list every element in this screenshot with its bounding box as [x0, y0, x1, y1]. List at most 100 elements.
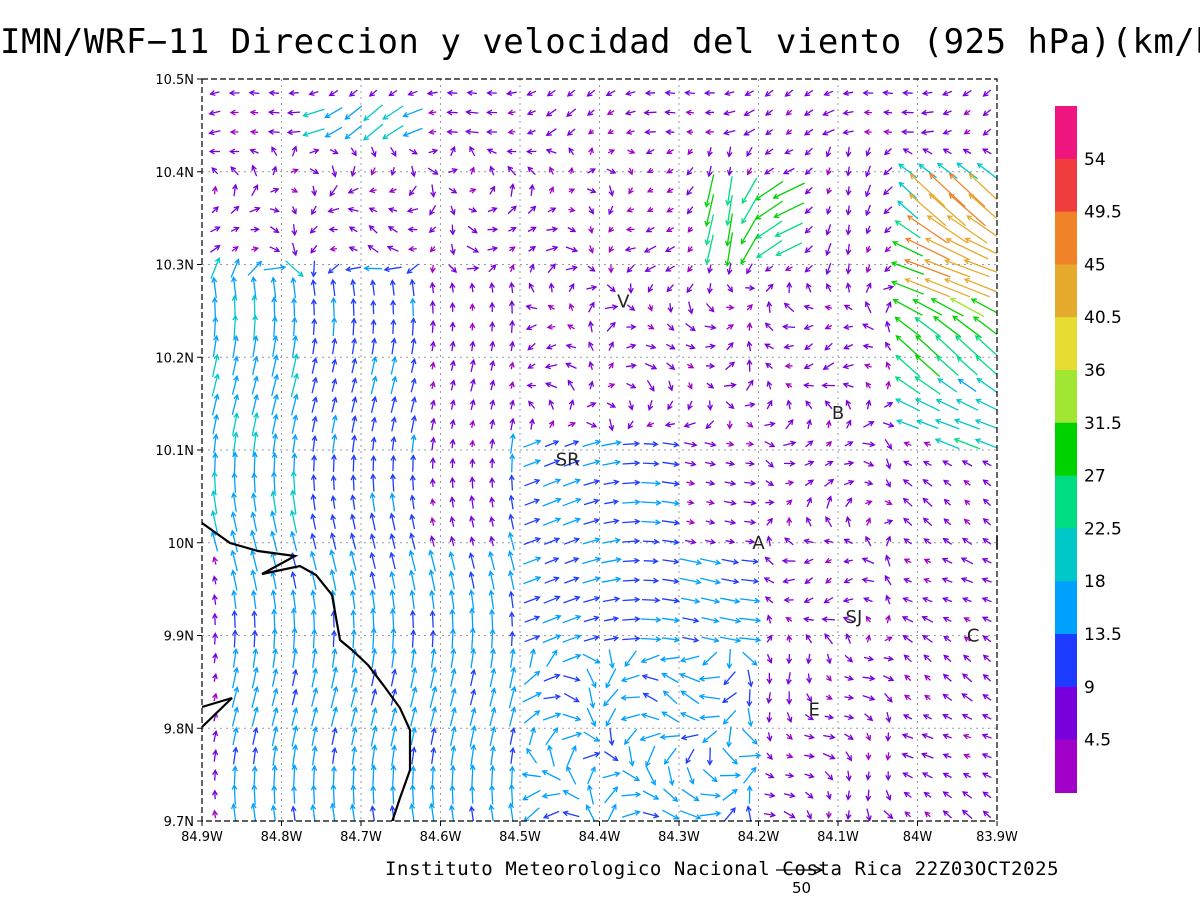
- wind-vector: [588, 206, 594, 215]
- wind-vector: [311, 725, 319, 746]
- wind-vector: [604, 304, 619, 311]
- wind-vector: [229, 129, 239, 135]
- wind-vector: [327, 263, 340, 274]
- wind-vector: [488, 570, 495, 590]
- wind-vector: [330, 685, 339, 709]
- wind-vector: [963, 636, 971, 642]
- wind-vector: [724, 382, 737, 389]
- wind-vector: [921, 90, 933, 97]
- wind-vector: [865, 789, 872, 802]
- wind-vector: [350, 494, 357, 510]
- wind-vector: [803, 558, 814, 564]
- wind-vector: [409, 494, 416, 510]
- wind-vector: [310, 260, 317, 278]
- wind-vector: [271, 354, 279, 377]
- wind-vector: [725, 176, 733, 207]
- wind-vector: [914, 398, 940, 412]
- wind-vector: [369, 551, 376, 569]
- wind-vector: [546, 89, 556, 97]
- wind-vector: [545, 245, 559, 252]
- wind-vector: [388, 89, 398, 97]
- wind-vector: [826, 674, 832, 682]
- wind-vector: [686, 206, 694, 215]
- wind-vector: [806, 810, 812, 820]
- wind-vector: [823, 90, 834, 96]
- wind-vector: [429, 380, 436, 389]
- wind-vector: [509, 765, 516, 785]
- x-tick-label: 84.7W: [340, 830, 382, 845]
- wind-vector: [746, 440, 755, 447]
- wind-vector: [391, 744, 398, 767]
- wind-vector: [370, 607, 377, 631]
- wind-vector: [251, 375, 259, 395]
- wind-vector: [982, 674, 992, 682]
- wind-vector: [292, 743, 299, 767]
- wind-vector: [934, 418, 960, 430]
- wind-vector: [643, 441, 659, 448]
- wind-vector: [845, 263, 852, 275]
- wind-vector: [566, 108, 577, 117]
- wind-vector: [622, 635, 641, 642]
- wind-vector: [845, 810, 852, 821]
- wind-vector: [311, 317, 318, 335]
- wind-vector: [922, 148, 933, 155]
- wind-vector: [542, 497, 562, 507]
- wind-vector: [627, 167, 634, 176]
- wind-vector: [390, 337, 397, 355]
- wind-vector: [409, 513, 416, 530]
- place-label: E: [808, 700, 819, 721]
- wind-vector: [647, 304, 654, 312]
- legend-color-box: [1055, 581, 1077, 635]
- wind-vector: [547, 263, 556, 274]
- wind-vector: [428, 802, 435, 821]
- wind-vector: [469, 515, 475, 528]
- wind-vector: [903, 460, 913, 467]
- wind-vector: [302, 108, 325, 118]
- wind-vector: [842, 90, 854, 97]
- wind-vector: [231, 706, 240, 727]
- wind-vector: [390, 706, 398, 726]
- wind-vector: [544, 382, 558, 389]
- wind-vector: [961, 537, 973, 546]
- legend-label: 45: [1084, 255, 1106, 275]
- wind-vector: [745, 805, 752, 821]
- wind-vector: [528, 183, 535, 196]
- wind-vector: [349, 549, 357, 571]
- wind-vector: [722, 709, 737, 725]
- wind-vector: [586, 89, 596, 97]
- wind-vector: [211, 393, 220, 416]
- wind-vector: [844, 714, 855, 721]
- wind-vector: [270, 589, 277, 610]
- wind-vector: [529, 418, 535, 430]
- wind-vector: [620, 674, 640, 683]
- wind-vector: [722, 747, 738, 765]
- wind-vector: [371, 744, 378, 767]
- wind-vector: [210, 256, 221, 280]
- wind-vector: [209, 90, 220, 97]
- wind-vector: [804, 479, 815, 487]
- wind-vector: [211, 296, 218, 318]
- wind-vector: [430, 647, 437, 668]
- wind-vector: [923, 258, 971, 278]
- wind-vector: [469, 419, 476, 429]
- wind-vector: [526, 129, 536, 135]
- wind-vector: [232, 334, 239, 357]
- wind-vector: [311, 185, 318, 197]
- wind-vector: [488, 804, 495, 821]
- wind-vector: [961, 713, 973, 720]
- wind-vector: [701, 636, 720, 643]
- map-title: IMN/WRF−11 Direccion y velocidad del vie…: [0, 22, 1200, 62]
- wind-vector: [891, 240, 924, 257]
- wind-vector: [210, 226, 221, 233]
- wind-vector: [765, 499, 775, 506]
- wind-vector: [865, 732, 872, 742]
- wind-vector: [449, 725, 457, 747]
- wind-vector: [562, 653, 582, 663]
- wind-vector: [922, 460, 932, 467]
- wind-vector: [705, 420, 715, 430]
- wind-vector: [523, 459, 542, 468]
- wind-vector: [622, 557, 641, 564]
- wind-vector: [371, 647, 378, 668]
- wind-vector: [943, 498, 952, 506]
- wind-vector: [964, 237, 997, 255]
